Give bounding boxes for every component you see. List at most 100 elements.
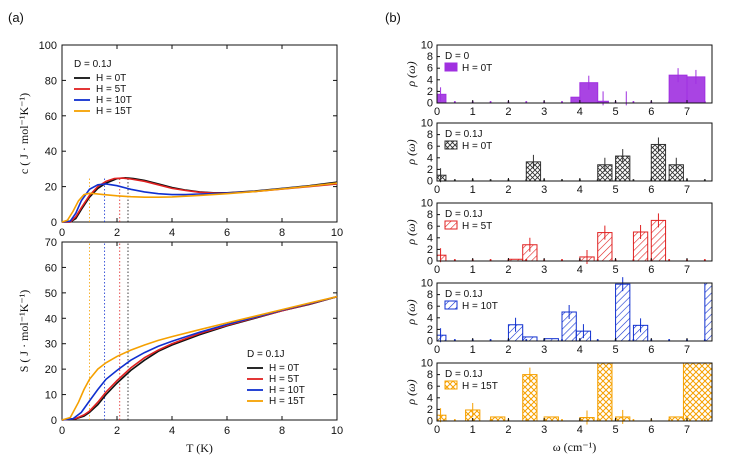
panel-a-label: (a): [8, 10, 24, 25]
x-tick-label: 6: [648, 424, 654, 436]
legend-entry: H = 0T: [269, 363, 299, 374]
x-axis-label: T (K): [186, 441, 213, 455]
y-tick-label: 10: [421, 40, 433, 52]
histogram-bar: [522, 336, 538, 342]
legend-entry: H = 5T: [269, 374, 299, 385]
y-tick-label: 2: [427, 164, 433, 176]
legend-title: D = 0.1J: [445, 209, 483, 220]
legend-entry: H = 15T: [269, 396, 305, 407]
axes-frame: [436, 122, 713, 182]
y-tick-label: 50: [45, 288, 57, 300]
x-tick-label: 1: [470, 344, 476, 356]
histogram-bar: [490, 416, 506, 422]
legend-swatch: [444, 220, 458, 230]
x-tick-label: 4: [169, 425, 175, 437]
x-tick-label: 8: [279, 425, 285, 437]
y-tick-label: 4: [427, 74, 433, 86]
x-tick-label: 5: [613, 424, 619, 436]
x-tick-label: 3: [541, 184, 547, 196]
x-tick-label: 1: [470, 184, 476, 196]
y-tick-label: 8: [427, 369, 433, 381]
y-tick-label: 30: [45, 339, 57, 351]
x-tick-label: 3: [541, 424, 547, 436]
axes-frame: [61, 241, 338, 421]
y-tick-label: 0: [427, 256, 433, 268]
y-tick-label: 8: [427, 129, 433, 141]
legend-title: D = 0: [445, 51, 470, 62]
x-tick-label: 6: [648, 106, 654, 118]
x-tick-label: 6: [648, 264, 654, 276]
x-tick-label: 7: [684, 424, 690, 436]
y-tick-label: 6: [427, 221, 433, 233]
y-tick-label: 2: [427, 86, 433, 98]
x-tick-label: 1: [470, 264, 476, 276]
legend-swatch: [444, 380, 458, 390]
y-tick-label: 0: [51, 415, 57, 427]
histogram-bar: [543, 416, 559, 422]
legend-entry: H = 15T: [96, 106, 132, 117]
axes-frame: [436, 362, 713, 422]
y-tick-label: 40: [45, 146, 57, 158]
x-tick-label: 4: [577, 344, 583, 356]
histogram-bar: [597, 362, 613, 422]
x-tick-label: 2: [505, 184, 511, 196]
x-tick-label: 7: [684, 184, 690, 196]
series-line-3: [61, 182, 338, 223]
histogram-bar: [570, 96, 581, 104]
x-tick-label: 2: [505, 344, 511, 356]
y-axis-label: S ( J · mol⁻¹K⁻¹): [17, 290, 31, 373]
y-axis-label: ρ (ω): [404, 139, 418, 165]
y-tick-label: 4: [427, 392, 433, 404]
x-tick-label: 7: [684, 344, 690, 356]
legend-swatch: [444, 140, 458, 150]
legend-title: D = 0.1J: [74, 59, 112, 70]
x-tick-label: 10: [331, 425, 343, 437]
histogram-bar: [436, 93, 447, 104]
legend-swatch: [444, 300, 458, 310]
y-tick-label: 0: [51, 217, 57, 229]
y-tick-label: 0: [427, 336, 433, 348]
y-tick-label: 60: [45, 262, 57, 274]
x-tick-label: 3: [541, 106, 547, 118]
axes-frame: [436, 282, 713, 342]
y-tick-label: 0: [427, 176, 433, 188]
x-tick-label: 3: [541, 344, 547, 356]
y-axis-label: ρ (ω): [404, 61, 418, 87]
x-tick-label: 1: [470, 424, 476, 436]
y-axis-label: ρ (ω): [404, 299, 418, 325]
line-panel-0: 0 20 40 60 80 100 0 2 4 6 8 10 c ( J · mol⁻¹K⁻¹) D = …: [17, 40, 343, 239]
y-tick-label: 10: [421, 198, 433, 210]
x-tick-label: 4: [169, 227, 175, 239]
axes-frame: [61, 44, 338, 223]
x-tick-label: 2: [505, 264, 511, 276]
y-tick-label: 2: [427, 404, 433, 416]
x-tick-label: 5: [613, 344, 619, 356]
x-tick-label: 0: [434, 264, 440, 276]
x-tick-label: 5: [613, 184, 619, 196]
x-tick-label: 3: [541, 264, 547, 276]
histogram-bar: [682, 362, 713, 422]
y-tick-label: 6: [427, 301, 433, 313]
y-tick-label: 10: [45, 390, 57, 402]
series-line-2: [61, 182, 338, 223]
x-tick-label: 4: [577, 184, 583, 196]
x-tick-label: 0: [59, 227, 65, 239]
y-tick-label: 10: [421, 278, 433, 290]
y-tick-label: 2: [427, 244, 433, 256]
x-tick-label: 4: [577, 264, 583, 276]
legend-entry: H = 15T: [462, 381, 498, 392]
x-tick-label: 1: [470, 106, 476, 118]
series-line-3: [61, 295, 338, 421]
x-tick-label: 7: [684, 264, 690, 276]
y-tick-label: 10: [421, 358, 433, 370]
panel-b-label: (b): [385, 10, 401, 25]
legend-title: D = 0.1J: [445, 369, 483, 380]
y-tick-label: 8: [427, 209, 433, 221]
y-axis-label: ρ (ω): [404, 219, 418, 245]
x-tick-label: 2: [505, 106, 511, 118]
